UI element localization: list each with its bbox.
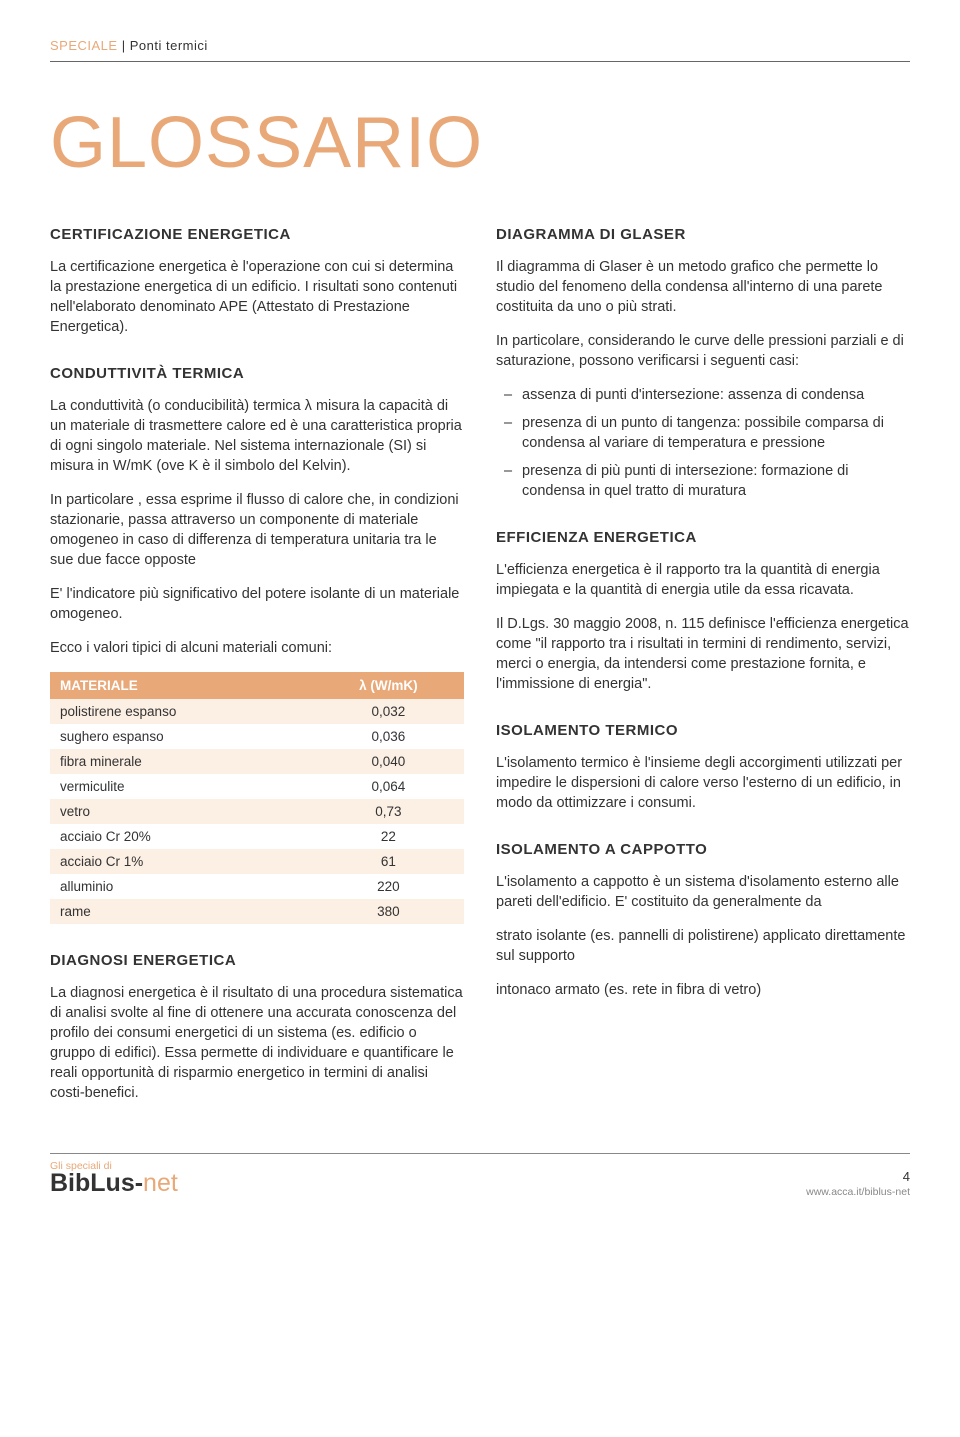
- title-isolamento-cappotto: ISOLAMENTO A CAPPOTTO: [496, 841, 910, 858]
- cell-value: 220: [313, 874, 464, 899]
- section-tag: SPECIALE | Ponti termici: [50, 38, 910, 53]
- section-tag-orange: SPECIALE: [50, 38, 118, 53]
- text-isolamento-termico: L'isolamento termico è l'insieme degli a…: [496, 753, 910, 813]
- footer-logo-main: BibLus: [50, 1169, 135, 1197]
- text-isolamento-cappotto-3: intonaco armato (es. rete in fibra di ve…: [496, 980, 910, 1000]
- cell-value: 0,036: [313, 724, 464, 749]
- table-row: rame380: [50, 899, 464, 924]
- glaser-list-item: assenza di punti d'intersezione: assenza…: [496, 385, 910, 405]
- text-isolamento-cappotto-1: L'isolamento a cappotto è un sistema d'i…: [496, 872, 910, 912]
- table-row: acciaio Cr 20%22: [50, 824, 464, 849]
- header-divider: [50, 61, 910, 62]
- glaser-list: assenza di punti d'intersezione: assenza…: [496, 385, 910, 501]
- cell-material: sughero espanso: [50, 724, 313, 749]
- footer-logo-dash: -: [135, 1169, 143, 1197]
- title-efficienza: EFFICIENZA ENERGETICA: [496, 529, 910, 546]
- title-glaser: DIAGRAMMA DI GLASER: [496, 226, 910, 243]
- title-conduttivita: CONDUTTIVITÀ TERMICA: [50, 365, 464, 382]
- main-title: GLOSSARIO: [50, 102, 910, 184]
- glaser-list-item: presenza di più punti di intersezione: f…: [496, 461, 910, 501]
- table-row: polistirene espanso0,032: [50, 699, 464, 724]
- table-row: vermiculite0,064: [50, 774, 464, 799]
- footer-right: 4 www.acca.it/biblus-net: [806, 1169, 910, 1198]
- table-header-lambda: λ (W/mK): [313, 672, 464, 699]
- table-row: acciaio Cr 1%61: [50, 849, 464, 874]
- materials-table: MATERIALE λ (W/mK) polistirene espanso0,…: [50, 672, 464, 924]
- cell-material: fibra minerale: [50, 749, 313, 774]
- footer-url: www.acca.it/biblus-net: [806, 1186, 910, 1198]
- cell-material: vermiculite: [50, 774, 313, 799]
- footer-logo-net: net: [143, 1169, 178, 1197]
- cell-material: vetro: [50, 799, 313, 824]
- cell-value: 0,032: [313, 699, 464, 724]
- table-row: sughero espanso0,036: [50, 724, 464, 749]
- cell-value: 0,040: [313, 749, 464, 774]
- cell-value: 22: [313, 824, 464, 849]
- text-glaser-1: Il diagramma di Glaser è un metodo grafi…: [496, 257, 910, 317]
- title-diagnosi: DIAGNOSI ENERGETICA: [50, 952, 464, 969]
- title-isolamento-termico: ISOLAMENTO TERMICO: [496, 722, 910, 739]
- text-conduttivita-1: La conduttività (o conducibilità) termic…: [50, 396, 464, 476]
- right-column: DIAGRAMMA DI GLASER Il diagramma di Glas…: [496, 226, 910, 1117]
- cell-material: alluminio: [50, 874, 313, 899]
- table-header-material: MATERIALE: [50, 672, 313, 699]
- page-header: SPECIALE | Ponti termici: [50, 38, 910, 62]
- cell-value: 61: [313, 849, 464, 874]
- page-footer: Gli speciali di BibLus-net 4 www.acca.it…: [50, 1153, 910, 1198]
- text-conduttivita-4: Ecco i valori tipici di alcuni materiali…: [50, 638, 464, 658]
- section-tag-rest: Ponti termici: [130, 38, 208, 53]
- cell-material: polistirene espanso: [50, 699, 313, 724]
- text-efficienza-1: L'efficienza energetica è il rapporto tr…: [496, 560, 910, 600]
- footer-logo: BibLus-net: [50, 1169, 178, 1198]
- cell-material: acciaio Cr 1%: [50, 849, 313, 874]
- glaser-list-item: presenza di un punto di tangenza: possib…: [496, 413, 910, 453]
- cell-value: 0,064: [313, 774, 464, 799]
- table-row: alluminio220: [50, 874, 464, 899]
- section-tag-sep: |: [122, 38, 126, 53]
- footer-left: Gli speciali di BibLus-net: [50, 1160, 178, 1198]
- footer-divider: [50, 1153, 910, 1154]
- text-isolamento-cappotto-2: strato isolante (es. pannelli di polisti…: [496, 926, 910, 966]
- title-certificazione: CERTIFICAZIONE ENERGETICA: [50, 226, 464, 243]
- cell-value: 0,73: [313, 799, 464, 824]
- cell-material: acciaio Cr 20%: [50, 824, 313, 849]
- cell-material: rame: [50, 899, 313, 924]
- text-efficienza-2: Il D.Lgs. 30 maggio 2008, n. 115 definis…: [496, 614, 910, 694]
- table-row: vetro0,73: [50, 799, 464, 824]
- footer-page-number: 4: [806, 1169, 910, 1184]
- left-column: CERTIFICAZIONE ENERGETICA La certificazi…: [50, 226, 464, 1117]
- text-conduttivita-2: In particolare , essa esprime il flusso …: [50, 490, 464, 570]
- text-glaser-2: In particolare, considerando le curve de…: [496, 331, 910, 371]
- text-conduttivita-3: E' l'indicatore più significativo del po…: [50, 584, 464, 624]
- cell-value: 380: [313, 899, 464, 924]
- text-certificazione: La certificazione energetica è l'operazi…: [50, 257, 464, 337]
- table-row: fibra minerale0,040: [50, 749, 464, 774]
- text-diagnosi: La diagnosi energetica è il risultato di…: [50, 983, 464, 1103]
